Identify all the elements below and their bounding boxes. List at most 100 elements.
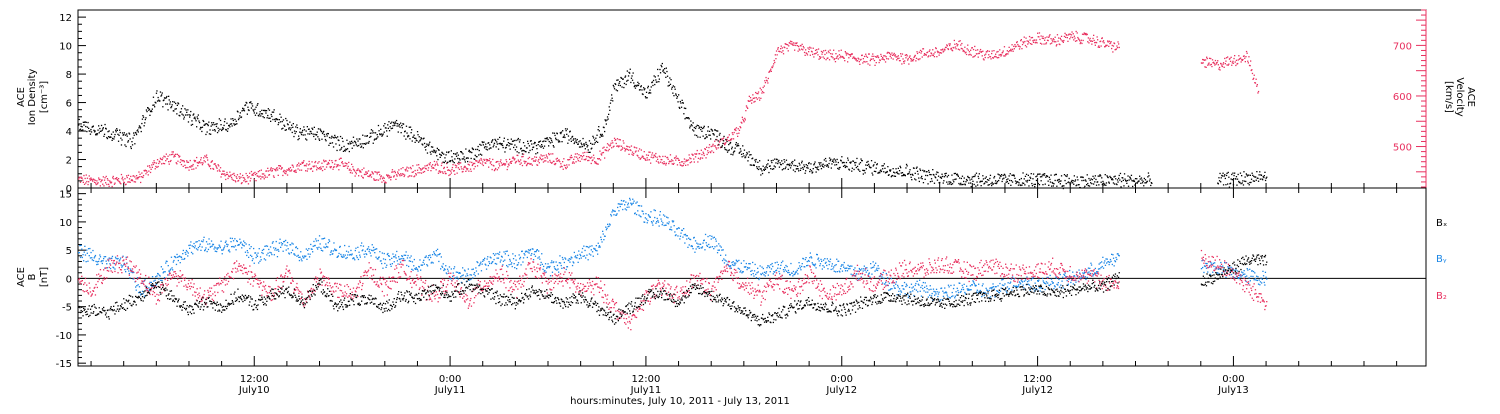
data-point [658, 81, 659, 82]
data-point [980, 181, 981, 182]
data-point [337, 136, 338, 137]
data-point [473, 149, 474, 150]
data-point [504, 260, 505, 261]
data-point [985, 178, 986, 179]
data-point [298, 257, 299, 258]
data-point [426, 144, 427, 145]
data-point [193, 243, 194, 244]
data-point [595, 142, 596, 143]
data-point [356, 144, 357, 145]
data-point [701, 154, 702, 155]
data-point [315, 238, 316, 239]
data-point [750, 100, 751, 101]
data-point [256, 254, 257, 255]
data-point [1212, 59, 1213, 60]
data-point [824, 58, 825, 59]
data-point [687, 164, 688, 165]
data-point [363, 168, 364, 169]
data-point [537, 257, 538, 258]
data-point [732, 147, 733, 148]
data-point [1022, 44, 1023, 45]
data-point [321, 250, 322, 251]
data-point [314, 165, 315, 166]
data-point [745, 119, 746, 120]
data-point [325, 243, 326, 244]
data-point [916, 167, 917, 168]
data-point [366, 143, 367, 144]
data-point [649, 159, 650, 160]
data-point [669, 161, 670, 162]
data-point [260, 178, 261, 179]
data-point [296, 131, 297, 132]
data-point [649, 92, 650, 93]
data-point [1226, 173, 1227, 174]
data-point [214, 124, 215, 125]
data-point [999, 177, 1000, 178]
data-point [1238, 174, 1239, 175]
data-point [186, 112, 187, 113]
data-point [1144, 178, 1145, 179]
data-point [701, 150, 702, 151]
data-point [875, 171, 876, 172]
data-point [224, 245, 225, 246]
data-point [512, 253, 513, 254]
data-point [1023, 183, 1024, 184]
data-point [762, 173, 763, 174]
data-point [1225, 61, 1226, 62]
data-point [235, 124, 236, 125]
data-point [282, 175, 283, 176]
data-point [722, 139, 723, 140]
data-point [654, 84, 655, 85]
data-point [232, 238, 233, 239]
data-point [376, 138, 377, 139]
data-point [283, 119, 284, 120]
data-point [240, 112, 241, 113]
data-point [394, 123, 395, 124]
data-point [143, 293, 144, 294]
data-point [356, 173, 357, 174]
data-point [1238, 59, 1239, 60]
data-point [487, 149, 488, 150]
data-point [915, 60, 916, 61]
data-point [554, 133, 555, 134]
data-point [605, 236, 606, 237]
data-point [313, 136, 314, 137]
data-point [452, 276, 453, 277]
data-point [652, 152, 653, 153]
data-point [1003, 178, 1004, 179]
data-point [602, 152, 603, 153]
data-point [519, 161, 520, 162]
data-point [782, 163, 783, 164]
data-point [840, 56, 841, 57]
data-point [116, 128, 117, 129]
data-point [518, 138, 519, 139]
data-point [204, 155, 205, 156]
data-point [1036, 175, 1037, 176]
data-point [195, 120, 196, 121]
data-point [172, 101, 173, 102]
data-point [103, 136, 104, 137]
data-point [98, 177, 99, 178]
data-point [609, 149, 610, 150]
data-point [607, 143, 608, 144]
data-point [645, 217, 646, 218]
data-point [82, 126, 83, 127]
data-point [484, 258, 485, 259]
data-point [309, 256, 310, 257]
data-point [193, 168, 194, 169]
data-point [601, 239, 602, 240]
data-point [375, 180, 376, 181]
data-point [414, 259, 415, 260]
data-point [250, 255, 251, 256]
data-point [830, 50, 831, 51]
data-point [578, 143, 579, 144]
data-point [463, 274, 464, 275]
data-point [224, 173, 225, 174]
data-point [916, 58, 917, 59]
data-point [386, 265, 387, 266]
data-point [746, 105, 747, 106]
data-point [1077, 37, 1078, 38]
data-point [784, 159, 785, 160]
data-point [276, 241, 277, 242]
data-point [663, 214, 664, 215]
